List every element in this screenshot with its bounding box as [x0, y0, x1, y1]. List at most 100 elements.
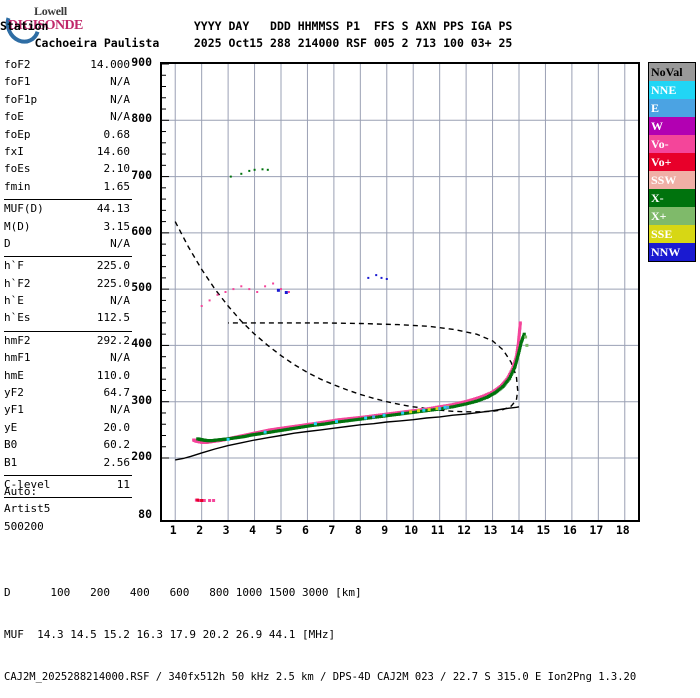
param-divider [4, 497, 132, 499]
param-name: yF1 [4, 403, 24, 417]
legend-item-nne[interactable]: NNE [649, 81, 695, 99]
aux-echo-21d5f5 [226, 405, 447, 441]
param-value: 292.2 [96, 333, 130, 347]
auto-scaling-info: Auto: Artist5 500200 [4, 483, 50, 535]
param-name: h`E [4, 294, 24, 308]
param-name: foEs [4, 162, 31, 176]
param-row: h`F2 225.0 [4, 277, 132, 294]
param-name: h`Es [4, 311, 31, 325]
series-x-trace-x- [196, 332, 526, 443]
curve-muf-d-curve [174, 221, 519, 413]
param-value: 3.15 [103, 219, 131, 233]
param-row: MUF(D) 44.13 [4, 202, 132, 219]
legend-item-w[interactable]: W [649, 117, 695, 135]
x-axis-tick-label: 3 [222, 523, 230, 537]
param-row: foEp 0.68 [4, 128, 132, 145]
x-axis-tick-label: 14 [510, 523, 524, 537]
param-divider [4, 474, 132, 476]
param-name: D [4, 236, 11, 250]
param-row: h`Es 112.5 [4, 311, 132, 328]
x-axis-tick-label: 4 [249, 523, 257, 537]
param-value: N/A [110, 351, 130, 365]
param-name: yF2 [4, 386, 24, 400]
legend-item-x-[interactable]: X+ [649, 207, 695, 225]
logo-digisonde-text: DIGISONDE [8, 18, 83, 33]
x-axis-tick-label: 11 [430, 523, 445, 537]
param-value: 2.10 [103, 162, 131, 176]
param-name: fxI [4, 144, 24, 158]
param-name: C-level [4, 477, 51, 491]
digisonde-logo: Lowell DIGISONDE [0, 0, 116, 50]
legend-item-noval[interactable]: NoVal [649, 63, 695, 81]
x-axis-tick-label: 13 [483, 523, 498, 537]
legend-item-nnw[interactable]: NNW [649, 243, 695, 261]
legend-item-e[interactable]: E [649, 99, 695, 117]
param-divider [4, 256, 132, 258]
param-value: 2.56 [103, 455, 131, 469]
param-value: N/A [110, 294, 130, 308]
param-row: h`F 225.0 [4, 259, 132, 276]
param-value: N/A [110, 92, 130, 106]
param-row: yF1 N/A [4, 403, 132, 420]
x-axis-tick-label: 9 [381, 523, 389, 537]
param-value: 20.0 [103, 420, 131, 434]
param-row: C-level 11 [4, 478, 132, 495]
param-name: h`F [4, 259, 24, 273]
x-axis-tick-label: 7 [328, 523, 336, 537]
auto-line: Artist5 [4, 502, 51, 516]
y-axis-tick-label: 80 [138, 507, 152, 521]
param-name: hmE [4, 368, 24, 382]
param-name: B0 [4, 438, 18, 452]
aux-echo-4ba3e3 [372, 405, 450, 419]
param-name: fmin [4, 179, 31, 193]
y-minor-ticks [162, 64, 169, 459]
param-name: hmF2 [4, 333, 31, 347]
param-row: foF1p N/A [4, 93, 132, 110]
param-value: 11 [116, 477, 130, 491]
aux-echo-e8002a [196, 498, 204, 502]
header-column-row: Station YYYY DAY DDD HHMMSS P1 FFS S AXN… [0, 19, 513, 33]
x-axis-tick-label: 15 [536, 523, 551, 537]
param-value: N/A [110, 75, 130, 89]
legend-item-vo-[interactable]: Vo+ [649, 153, 695, 171]
auto-line: Auto: [4, 485, 38, 498]
param-value: N/A [110, 236, 130, 250]
legend-item-vo-[interactable]: Vo- [649, 135, 695, 153]
grid-lines [162, 64, 638, 520]
param-value: 64.7 [103, 386, 131, 400]
param-row: fmin 1.65 [4, 180, 132, 197]
legend-item-x-[interactable]: X- [649, 189, 695, 207]
x-axis-tick-label: 1 [169, 523, 177, 537]
series-scatter-cluster-high [229, 168, 269, 178]
curve-true-height-profile [175, 406, 520, 461]
footer-block: D 100 200 400 600 800 1000 1500 3000 [km… [4, 558, 698, 698]
footer-distance-row: D 100 200 400 600 800 1000 1500 3000 [km… [4, 586, 362, 599]
x-axis-tick-label: 2 [196, 523, 204, 537]
param-value: 60.2 [103, 438, 131, 452]
x-axis-tick-label: 12 [457, 523, 472, 537]
x-axis-tick-label: 8 [354, 523, 362, 537]
param-name: foF2 [4, 58, 31, 71]
ionogram-canvas [162, 64, 638, 520]
param-row: foEs 2.10 [4, 162, 132, 179]
param-value: 225.0 [96, 259, 130, 273]
ionogram-plot-area[interactable] [160, 62, 640, 522]
param-name: h`F2 [4, 276, 31, 290]
header-value-row: Cachoeira Paulista 2025 Oct15 288 214000… [0, 36, 513, 50]
footer-muf-row: MUF 14.3 14.5 15.2 16.3 17.9 20.2 26.9 4… [4, 628, 336, 641]
auto-line: 500200 [4, 519, 44, 533]
param-row: h`E N/A [4, 294, 132, 311]
param-name: M(D) [4, 219, 31, 233]
polarization-legend: NoVal NNE E W Vo- Vo+ SSW X- X+ SSE NNW [648, 62, 696, 262]
legend-item-sse[interactable]: SSE [649, 225, 695, 243]
param-name: MUF(D) [4, 202, 44, 216]
param-row: hmF1 N/A [4, 351, 132, 368]
legend-item-ssw[interactable]: SSW [649, 171, 695, 189]
param-value: 14.60 [96, 144, 130, 158]
param-name: foE [4, 110, 24, 124]
param-name: hmF1 [4, 351, 31, 365]
aux-echo-7fba6a [524, 335, 529, 347]
param-row: B1 2.56 [4, 456, 132, 473]
param-name: foF1p [4, 92, 38, 106]
param-value: 0.68 [103, 127, 131, 141]
